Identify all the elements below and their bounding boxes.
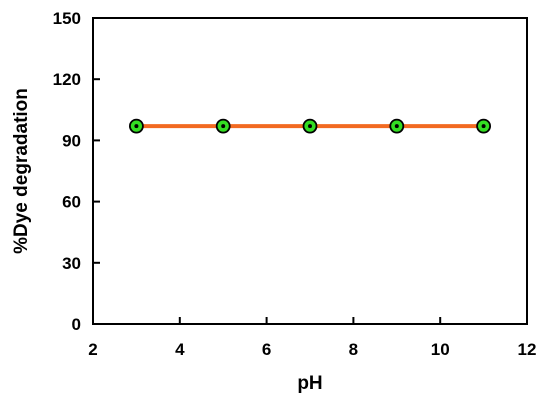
y-tick-label: 90: [62, 131, 81, 150]
y-axis: 0 30 60 90 120 150: [53, 9, 100, 334]
x-tick-label: 10: [431, 340, 450, 359]
data-point-center: [481, 124, 486, 129]
plot-frame: [92, 17, 528, 325]
x-tick-label: 12: [518, 340, 537, 359]
x-axis: 2 4 6 8 10 12: [88, 317, 536, 359]
x-tick-label: 6: [262, 340, 271, 359]
x-tick-label: 2: [88, 340, 97, 359]
x-axis-title: pH: [297, 373, 322, 394]
data-point-center: [134, 124, 139, 129]
data-point-center: [394, 124, 399, 129]
x-tick-label: 4: [175, 340, 185, 359]
data-point-center: [308, 124, 312, 129]
y-axis-title: %Dye degradation: [11, 88, 32, 254]
y-tick-label: 0: [72, 315, 81, 334]
y-tick-label: 120: [53, 70, 81, 89]
data-point-center: [221, 124, 226, 129]
y-tick-label: 60: [62, 193, 81, 212]
series-layer: [128, 118, 492, 134]
y-tick-label: 30: [62, 254, 81, 273]
y-tick-label: 150: [53, 9, 81, 28]
x-tick-label: 8: [349, 340, 358, 359]
